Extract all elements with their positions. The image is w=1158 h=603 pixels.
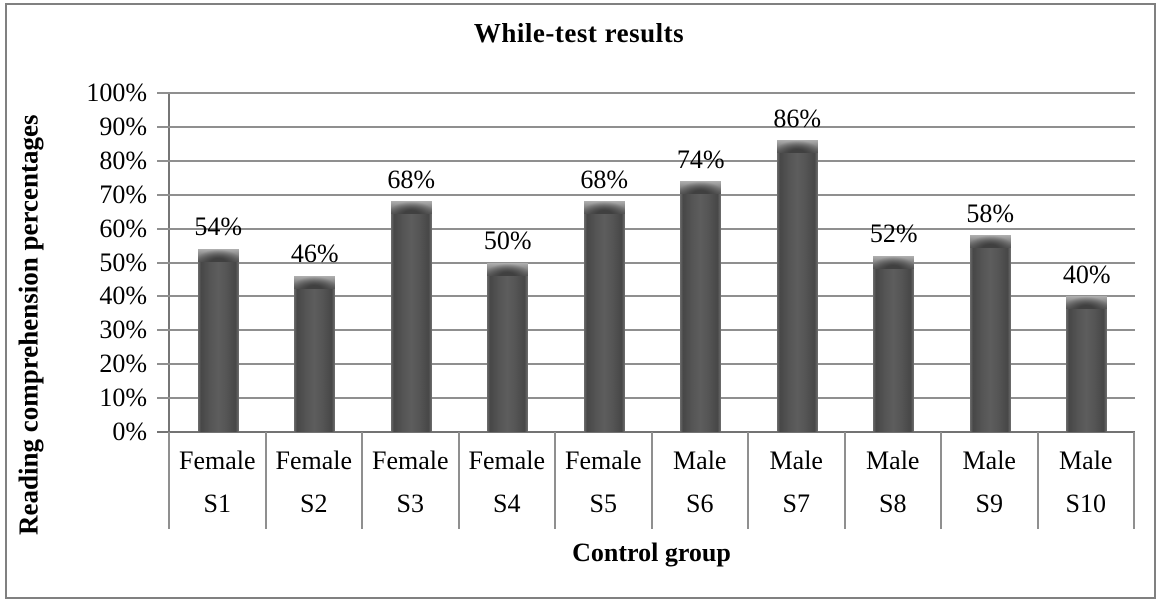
bar-column-s5: 68% xyxy=(556,93,653,432)
bar-value-label: 50% xyxy=(483,225,532,255)
gridline xyxy=(157,227,1135,230)
category-id-label: S8 xyxy=(879,489,907,518)
bar-value-label: 46% xyxy=(290,239,339,269)
bar-s3: 68% xyxy=(387,165,435,432)
category-cell-s1: Female S1 xyxy=(168,432,267,529)
y-tick-label: 60% xyxy=(99,213,147,243)
category-id-label: S6 xyxy=(686,489,714,518)
bar-value-label: 40% xyxy=(1062,259,1111,289)
bar-column-s6: 74% xyxy=(653,93,750,432)
category-gender-label: Male xyxy=(673,445,727,475)
gridline xyxy=(157,193,1135,196)
category-gender-label: Female xyxy=(275,445,353,475)
bar-column-s3: 68% xyxy=(363,93,460,432)
category-id-label: S3 xyxy=(396,489,424,518)
category-gender-label: Male xyxy=(769,445,823,475)
bar-s6: 74% xyxy=(677,145,725,432)
category-gender-label: Male xyxy=(1059,445,1113,475)
category-id-label: S10 xyxy=(1065,489,1106,518)
bar-value-label: 86% xyxy=(773,103,822,133)
category-gender-label: Male xyxy=(962,445,1016,475)
bar-s8: 52% xyxy=(870,220,918,432)
category-cell-s10: Male S10 xyxy=(1039,432,1135,529)
gridline xyxy=(157,295,1135,298)
bar-value-label: 74% xyxy=(676,144,725,174)
category-cell-s2: Female S2 xyxy=(267,432,363,529)
category-cell-s3: Female S3 xyxy=(363,432,460,529)
bar-s9: 58% xyxy=(966,199,1014,432)
y-tick-label: 50% xyxy=(99,247,147,277)
category-gender-label: Female xyxy=(178,445,256,475)
category-gender-label: Female xyxy=(564,445,642,475)
category-gender-label: Female xyxy=(468,445,546,475)
bar-s10: 40% xyxy=(1063,260,1111,432)
bar-value-label: 58% xyxy=(966,198,1015,228)
y-tick-label: 40% xyxy=(99,281,147,311)
category-cell-s7: Male S7 xyxy=(749,432,846,529)
bar-column-s9: 58% xyxy=(942,93,1039,432)
gridline xyxy=(157,261,1135,264)
gridline xyxy=(157,397,1135,400)
y-tick-label: 10% xyxy=(99,383,147,413)
category-cell-s8: Male S8 xyxy=(846,432,942,529)
x-axis-title: Control group xyxy=(572,538,731,567)
bar-column-s4: 50% xyxy=(460,93,557,432)
category-gender-label: Male xyxy=(866,445,920,475)
bar-value-label: 68% xyxy=(580,164,629,194)
x-axis-line xyxy=(157,431,1135,433)
gridline xyxy=(157,92,1135,94)
bar-s5: 68% xyxy=(580,165,628,432)
y-tick-label: 80% xyxy=(99,145,147,175)
bar-value-label: 68% xyxy=(387,164,436,194)
gridline xyxy=(157,329,1135,332)
gridline xyxy=(157,125,1135,128)
y-tick-label: 0% xyxy=(112,417,147,446)
category-cell-s6: Male S6 xyxy=(653,432,749,529)
bar-column-s1: 54% xyxy=(170,93,267,432)
category-cell-s9: Male S9 xyxy=(942,432,1039,529)
plot-area: 54% 46% 68% 50% 68% 74% 86% 52% 58% 40% xyxy=(157,92,1136,433)
category-gender-label: Female xyxy=(371,445,449,475)
bar-s1: 54% xyxy=(194,213,242,432)
category-id-label: S9 xyxy=(975,489,1003,518)
gridline xyxy=(157,363,1135,366)
y-tick-label: 90% xyxy=(99,111,147,141)
category-id-label: S7 xyxy=(782,489,810,518)
y-tick-label: 70% xyxy=(99,179,147,209)
bar-value-label: 52% xyxy=(869,219,918,249)
bar-value-label: 54% xyxy=(194,212,243,242)
chart-frame xyxy=(5,3,1156,599)
category-cell-s5: Female S5 xyxy=(556,432,653,529)
y-tick-label: 100% xyxy=(86,78,147,107)
bar-column-s10: 40% xyxy=(1039,93,1136,432)
bar-s7: 86% xyxy=(773,104,821,432)
category-cell-s4: Female S4 xyxy=(460,432,556,529)
chart-title: While-test results xyxy=(473,18,685,48)
x-axis-category-labels: Female S1 Female S2 Female S3 Female S4 Female S5… xyxy=(168,432,1135,529)
category-id-label: S1 xyxy=(203,489,231,518)
y-tick-label: 30% xyxy=(99,315,147,345)
category-id-label: S4 xyxy=(493,489,521,518)
category-id-label: S5 xyxy=(589,489,617,518)
bar-column-s7: 86% xyxy=(749,93,846,432)
y-axis-tick-labels: 100% 90% 80% 70% 60% 50% 40% 30% 20% 10% 0% xyxy=(0,80,147,445)
bar-column-s8: 52% xyxy=(846,93,943,432)
gridline xyxy=(157,159,1135,162)
y-tick-label: 20% xyxy=(99,349,147,379)
bar-s2: 46% xyxy=(291,240,339,432)
bar-column-s2: 46% xyxy=(267,93,364,432)
category-id-label: S2 xyxy=(300,489,328,518)
bar-s4: 50% xyxy=(484,226,532,432)
